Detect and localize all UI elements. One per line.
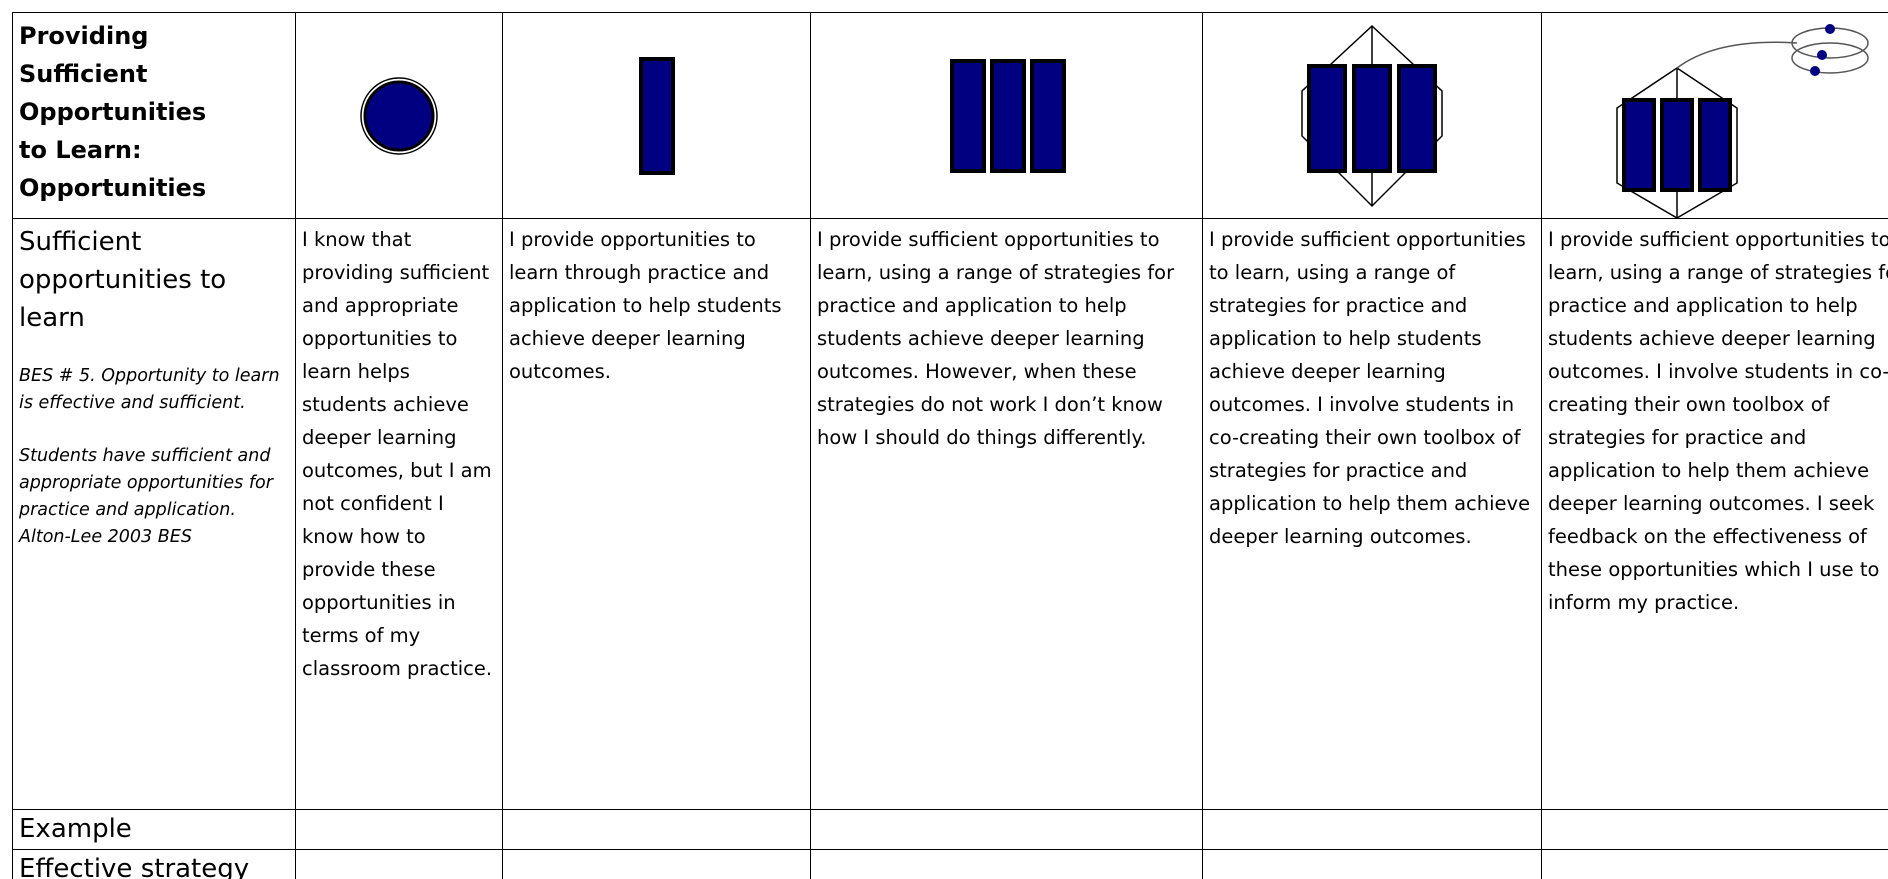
icon-cell [1202,12,1542,219]
cell [1202,809,1542,850]
title: Providing Sufficient Opportunities to Le… [19,22,207,202]
cell [502,849,811,879]
icon-cell [1541,12,1888,219]
label-cell: Sufficient opportunities to learn BES # 5… [12,218,296,810]
cell [502,809,811,850]
cell [295,849,503,879]
cell: I provide sufficient opportunities to le… [1202,218,1542,810]
cell [295,809,503,850]
cell [810,849,1203,879]
icon-cell [502,12,811,219]
row-label: Effective strategy [12,849,296,879]
title-cell: Providing Sufficient Opportunities to Le… [12,12,296,219]
cell [810,809,1203,850]
diamond-bars-icon [1301,24,1443,207]
icon-cell [810,12,1203,219]
strategy-row: Effective strategy [12,849,1888,879]
note: Students have sufficient and appropriate… [19,446,273,547]
three-bar-icon [949,58,1066,173]
diamond-orbit-icon [1616,24,1869,218]
icon-cell [295,12,503,219]
circle-icon [360,76,438,155]
example-row: Example [12,809,1888,850]
row-label: Sufficient opportunities to learn [19,227,227,333]
cell [1541,849,1888,879]
cell [1202,849,1542,879]
cell: I know that providing sufficient and app… [295,218,503,810]
cell: I provide sufficient opportunities to le… [810,218,1203,810]
one-bar-icon [638,56,675,175]
note: BES # 5. Opportunity to learn is effecti… [19,366,280,413]
rubric-table: Providing Sufficient Opportunities to Le… [12,12,1888,879]
cell: I provide sufficient opportunities to le… [1541,218,1888,810]
row-label: Example [12,809,296,850]
cell [1541,809,1888,850]
header-row: Providing Sufficient Opportunities to Le… [12,12,1888,219]
cell: I provide opportunities to learn through… [502,218,811,810]
criteria-row: Sufficient opportunities to learn BES # 5… [12,218,1888,810]
